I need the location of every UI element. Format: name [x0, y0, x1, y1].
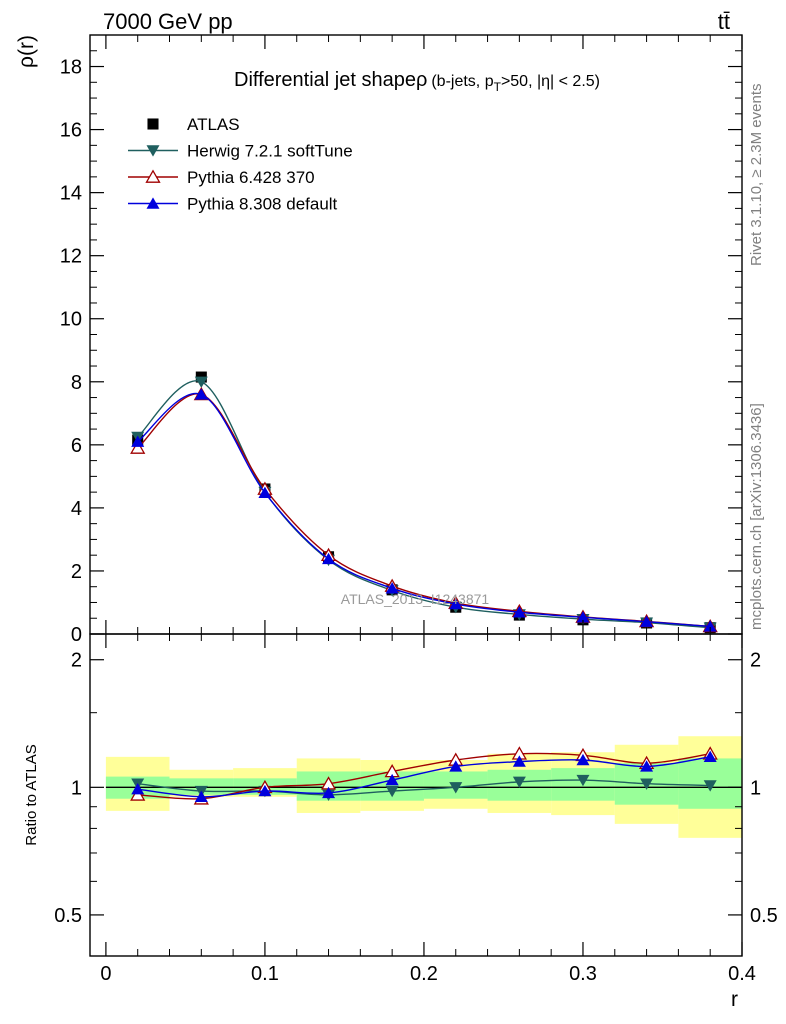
ratio-point-pythia8 — [576, 753, 590, 766]
data-point-herwig — [194, 376, 208, 388]
ratio-line-herwig — [137, 779, 711, 796]
y-tick-label: 2 — [71, 650, 82, 672]
data-point-pythia8 — [640, 615, 654, 627]
legend: ATLAS Herwig 7.2.1 softTune Pythia 6.428 3… — [128, 115, 353, 214]
y-tick-label: 8 — [71, 372, 82, 394]
ratio-point-pythia8 — [322, 786, 336, 799]
legend-label-pythia8: Pythia 8.308 default — [187, 195, 338, 214]
ratio-panel: Ratio to ATLAS r 0 0.1 0.2 0.3 0.4 0.5 0.5 1 1 2 2 — [23, 633, 778, 1011]
y-tick-label: 1 — [71, 777, 82, 799]
rivet-side-label: Rivet 3.1.10, ≥ 2.3M events — [748, 84, 765, 267]
ratio-line-pythia8 — [137, 756, 711, 798]
ratio-point-pythia8 — [640, 760, 654, 772]
ratio-point-herwig — [512, 776, 526, 789]
y-tick-label-right: 0.5 — [750, 905, 778, 927]
y-tick-label: 14 — [60, 183, 82, 205]
mcplots-side-label: mcplots.cern.ch [arXiv:1306.3436] — [748, 403, 765, 630]
ratio-point-pythia8 — [512, 755, 526, 767]
x-tick-label: 0.4 — [728, 963, 756, 985]
y-tick-label: 6 — [71, 435, 82, 457]
main-y-axis-label: ρ(r) — [15, 35, 38, 68]
ratio-point-herwig — [385, 785, 399, 798]
legend-marker-pythia8 — [146, 197, 160, 209]
chart-title: Differential jet shapeρ (b-jets, pT>50, |… — [234, 69, 600, 94]
ratio-point-pythia8 — [194, 790, 208, 802]
data-point-pythia8 — [131, 435, 145, 447]
ratio-point-herwig — [449, 782, 463, 794]
y-tick-label: 16 — [60, 120, 82, 142]
legend-marker-pythia6 — [145, 169, 161, 183]
data-point-pythia8 — [194, 388, 208, 400]
header-process-label: tt̄ — [718, 9, 730, 34]
ratio-point-herwig — [640, 778, 654, 790]
legend-label-atlas: ATLAS — [187, 115, 240, 134]
watermark: ATLAS_2013_I1243871 — [341, 591, 490, 607]
data-point-pythia8 — [512, 606, 526, 618]
legend-marker-herwig — [146, 145, 160, 157]
ratio-point-pythia8 — [258, 784, 272, 797]
ratio-point-herwig — [703, 780, 717, 792]
y-tick-label: 0 — [71, 624, 82, 646]
ratio-point-herwig — [576, 774, 590, 787]
data-point-pythia8 — [576, 611, 590, 623]
x-tick-label: 0.1 — [251, 963, 279, 985]
plot-frame — [89, 633, 743, 957]
data-point-pythia8 — [258, 486, 272, 498]
y-tick-label: 2 — [71, 561, 82, 583]
y-tick-label: 12 — [60, 246, 82, 268]
ratio-line-pythia6 — [137, 752, 711, 800]
data-point-pythia8 — [703, 620, 717, 632]
y-tick-label: 0.5 — [54, 905, 82, 927]
data-point-pythia8 — [385, 582, 399, 594]
ratio-point-pythia8 — [131, 783, 145, 795]
ratio-y-axis-label: Ratio to ATLAS — [23, 744, 40, 845]
ratio-point-pythia8 — [703, 750, 717, 763]
x-axis-label: r — [731, 988, 738, 1011]
header-energy-label: 7000 GeV pp — [103, 9, 233, 34]
main-panel: ATLAS_2013_I1243871 ρ(r) Differential je… — [15, 34, 743, 646]
ratio-point-pythia8 — [385, 773, 399, 786]
ratio-point-pythia8 — [449, 760, 463, 772]
y-tick-label-right: 2 — [750, 650, 761, 672]
data-point-pythia8 — [322, 552, 336, 565]
legend-label-herwig: Herwig 7.2.1 softTune — [187, 142, 353, 161]
data-point-pythia8 — [449, 597, 463, 610]
y-tick-label-right: 1 — [750, 777, 761, 799]
x-tick-label: 0.3 — [569, 963, 597, 985]
legend-label-pythia6: Pythia 6.428 370 — [187, 168, 315, 187]
x-tick-label: 0 — [100, 963, 111, 985]
y-tick-label: 4 — [71, 498, 82, 520]
y-tick-label: 18 — [60, 57, 82, 79]
legend-marker-atlas — [147, 118, 159, 130]
data-point-pythia6 — [130, 440, 146, 454]
x-tick-label: 0.2 — [410, 963, 438, 985]
y-tick-label: 10 — [60, 309, 82, 331]
